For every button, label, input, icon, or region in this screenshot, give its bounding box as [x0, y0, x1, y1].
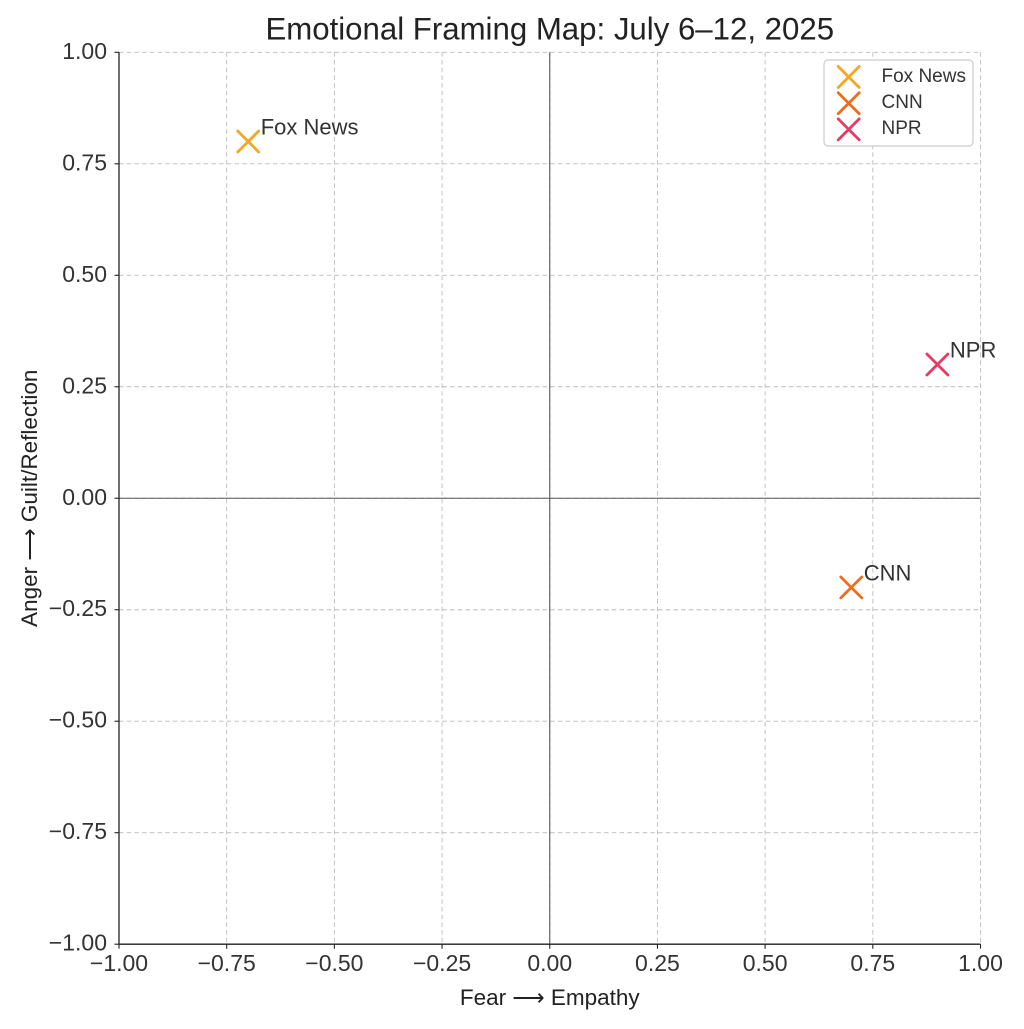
svg-text:CNN: CNN	[864, 560, 912, 585]
svg-text:Anger ⟶ Guilt/Reflection: Anger ⟶ Guilt/Reflection	[17, 370, 42, 627]
svg-text:Fear ⟶ Empathy: Fear ⟶ Empathy	[460, 985, 641, 1010]
svg-text:−0.25: −0.25	[413, 950, 471, 976]
svg-text:Emotional Framing Map: July 6–: Emotional Framing Map: July 6–12, 2025	[265, 12, 834, 47]
svg-text:0.00: 0.00	[527, 950, 572, 976]
svg-text:1.00: 1.00	[958, 950, 1003, 976]
svg-text:0.00: 0.00	[62, 484, 107, 510]
svg-text:−0.25: −0.25	[49, 595, 107, 621]
svg-text:−0.75: −0.75	[49, 818, 107, 844]
svg-text:−1.00: −1.00	[49, 930, 107, 956]
svg-text:0.50: 0.50	[62, 261, 107, 287]
svg-text:0.25: 0.25	[635, 950, 680, 976]
svg-text:−0.50: −0.50	[305, 950, 363, 976]
svg-text:NPR: NPR	[950, 337, 996, 362]
svg-text:−0.50: −0.50	[49, 707, 107, 733]
svg-text:1.00: 1.00	[62, 38, 107, 64]
svg-text:0.75: 0.75	[62, 149, 107, 175]
svg-text:−0.75: −0.75	[198, 950, 256, 976]
svg-text:Fox News: Fox News	[882, 66, 966, 87]
svg-text:Fox News: Fox News	[261, 115, 359, 140]
svg-text:CNN: CNN	[882, 92, 923, 113]
svg-text:0.50: 0.50	[743, 950, 788, 976]
svg-text:0.75: 0.75	[850, 950, 895, 976]
svg-text:NPR: NPR	[882, 118, 922, 139]
svg-text:0.25: 0.25	[62, 372, 107, 398]
